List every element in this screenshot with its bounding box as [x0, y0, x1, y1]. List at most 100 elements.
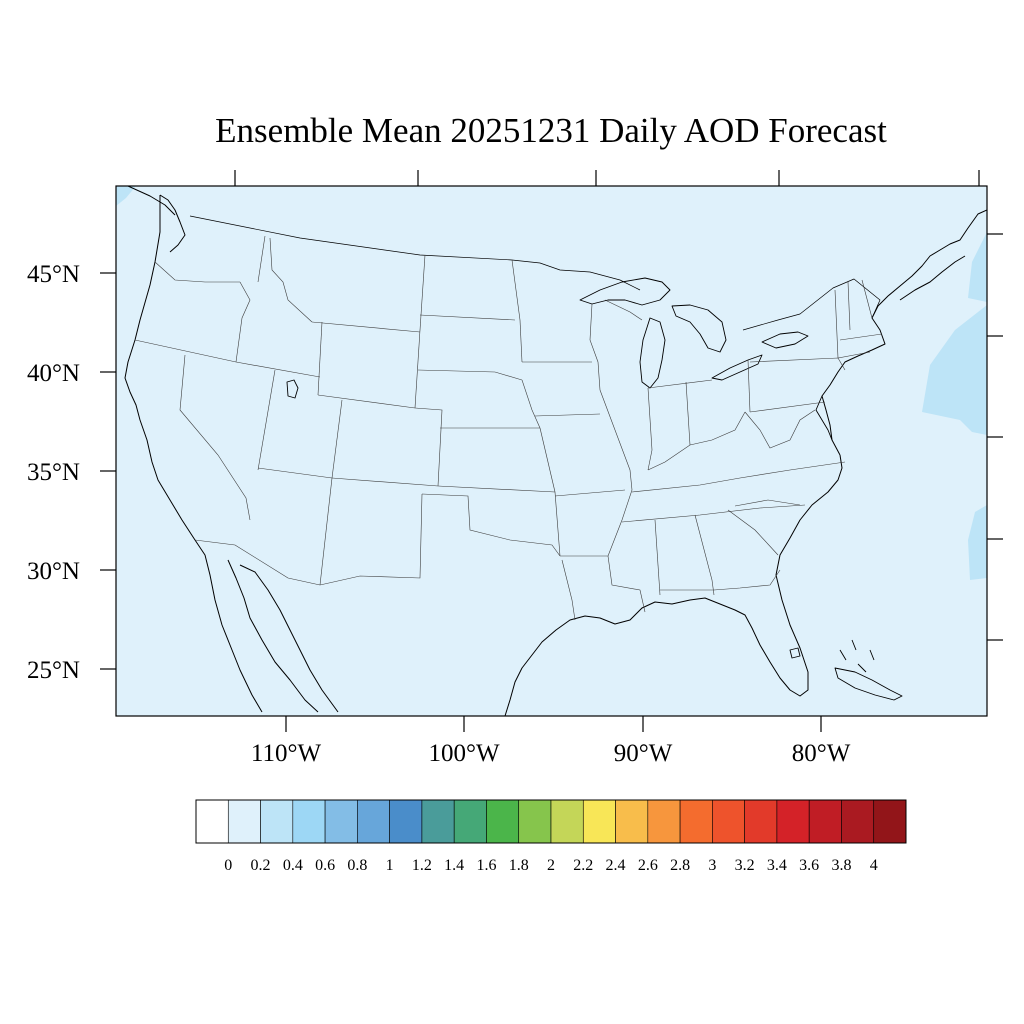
map-background — [116, 186, 987, 716]
state-line-ga-sc — [727, 509, 779, 556]
lon-label-110w: 110°W — [251, 740, 322, 767]
lat-label-40n: 40°N — [27, 360, 80, 387]
colorbar-label: 2.2 — [573, 857, 593, 874]
left-axis-ticks — [100, 272, 116, 670]
gulf-of-california-east — [239, 564, 339, 713]
bahamas — [839, 639, 875, 673]
great-salt-lake — [286, 379, 299, 399]
state-line-fl-north — [660, 569, 781, 591]
cuba — [834, 667, 903, 701]
colorbar-swatch — [486, 799, 520, 844]
colorbar-swatch — [227, 799, 261, 844]
state-line-ky-tn — [631, 461, 846, 493]
colorbar-label: 0 — [224, 857, 232, 874]
state-line-mt-bottom — [311, 321, 421, 333]
state-line-il-in — [647, 387, 653, 471]
colorbar-label: 4 — [870, 857, 878, 874]
state-line-wi-mi — [604, 299, 643, 321]
colorbar-swatch — [712, 799, 745, 844]
gulf-coastline — [504, 454, 843, 716]
state-line-ma-ct — [839, 333, 883, 341]
vancouver-island — [127, 186, 176, 216]
state-line-oh-pa — [747, 359, 751, 413]
lake-ontario — [761, 331, 809, 349]
aod-patch-atlantic-south — [968, 505, 987, 580]
colorbar-label: 1.2 — [412, 857, 432, 874]
lake-michigan — [639, 317, 666, 389]
colorbar-label: 1.4 — [444, 857, 464, 874]
map-title: Ensemble Mean 20251231 Daily AOD Forecas… — [215, 111, 887, 150]
state-line-ohio-river — [647, 411, 746, 471]
colorbar-swatch — [615, 799, 649, 844]
state-boundaries — [134, 235, 883, 621]
colorbar-label: 3.6 — [799, 857, 819, 874]
colorbar-swatch — [292, 799, 326, 844]
state-line-az-nm — [319, 477, 333, 586]
colorbar-swatch — [550, 799, 584, 844]
latitude-labels: 45°N 40°N 35°N 30°N 25°N — [27, 261, 80, 684]
lake-huron — [671, 304, 727, 353]
state-line-ms-al — [654, 519, 661, 596]
puget-sound — [159, 194, 186, 253]
state-line-ks-ok — [437, 485, 556, 493]
us-canada-border — [189, 215, 641, 291]
state-line-or-ca-nv — [134, 339, 321, 378]
coastlines-and-borders — [124, 186, 987, 716]
colorbar-swatch — [841, 799, 875, 844]
state-line-sc-nc — [734, 499, 801, 507]
colorbar-swatch — [679, 799, 713, 844]
state-line-ny-vt-ma — [834, 289, 871, 359]
state-line-wv-va — [744, 409, 816, 449]
state-line-wy-south — [317, 394, 416, 409]
colorbar-frame — [195, 799, 907, 844]
state-line-wy-east — [414, 329, 421, 409]
colorbar-swatch — [389, 799, 423, 844]
longitude-labels: 110°W 100°W 90°W 80°W — [251, 740, 851, 767]
state-line-vt-nh — [847, 281, 851, 331]
aod-patch-northwest — [116, 186, 136, 206]
state-line-nd-sd — [419, 314, 516, 321]
colorbar-label: 0.4 — [283, 857, 303, 874]
state-line-nh-me — [861, 279, 873, 319]
colorbar-label: 0.8 — [347, 857, 367, 874]
state-line-ca-nv — [179, 354, 251, 521]
us-canada-border-east — [742, 278, 881, 331]
colorbar-label: 3.4 — [767, 857, 787, 874]
colorbar-swatch — [776, 799, 810, 844]
colorbar-label: 1 — [386, 857, 394, 874]
colorbar-swatch — [582, 799, 616, 844]
lat-label-25n: 25°N — [27, 657, 80, 684]
state-line-id-wy — [317, 321, 323, 396]
state-line-ia-mo — [534, 413, 601, 417]
state-line-sd-ne — [417, 369, 523, 381]
colorbar-label: 3.2 — [735, 857, 755, 874]
colorbar-swatch — [647, 799, 681, 844]
colorbar-swatch — [518, 799, 552, 844]
state-line-tx-la — [561, 559, 576, 621]
state-line-mt-nd — [419, 254, 426, 331]
top-axis-ticks — [234, 170, 980, 186]
state-line-mo-ar — [554, 489, 626, 497]
aod-patch-atlantic-mid — [922, 305, 987, 435]
state-line-wa-or — [154, 261, 240, 283]
state-line-ks-mo — [539, 427, 556, 493]
state-line-ne-ia — [521, 379, 541, 429]
map-panel: 45°N 40°N 35°N 30°N 25°N 110°W 100°W 90°… — [27, 170, 1003, 767]
colorbar-swatch — [421, 799, 455, 844]
colorbar-label: 2.6 — [638, 857, 658, 874]
colorbar-label: 2 — [547, 857, 555, 874]
state-line-id-mt — [269, 237, 313, 323]
lon-label-80w: 80°W — [792, 740, 851, 767]
state-line-nd-mn — [511, 259, 521, 321]
state-line-mississippi-river — [589, 303, 633, 557]
colorbar-swatch — [357, 799, 390, 844]
state-line-nm-tx — [319, 493, 423, 586]
lake-okeechobee — [789, 647, 801, 659]
lat-label-35n: 35°N — [27, 459, 80, 486]
colorbar-swatch — [873, 799, 907, 844]
bottom-axis-ticks — [285, 716, 822, 732]
colorbar-label: 3 — [708, 857, 716, 874]
state-line-pa-md — [749, 401, 826, 413]
lon-label-90w: 90°W — [614, 740, 673, 767]
